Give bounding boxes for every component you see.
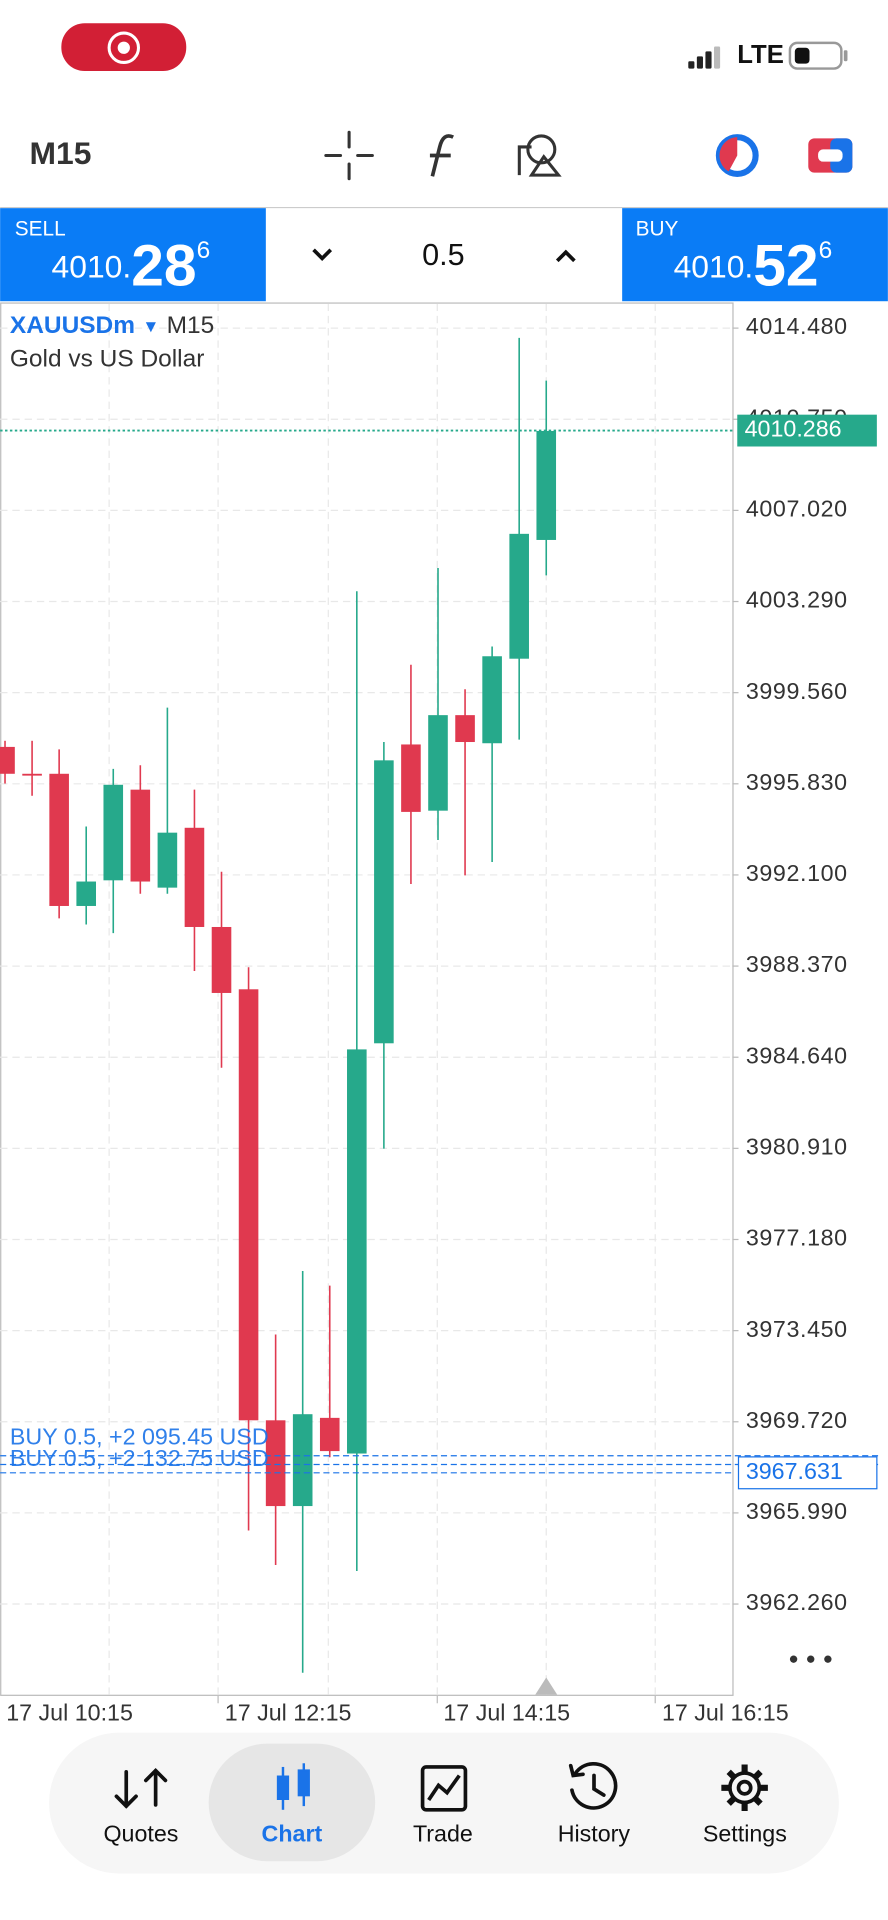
quotes-icon <box>114 1768 168 1809</box>
y-tick-label: 3977.180 <box>746 1225 848 1251</box>
battery-level <box>794 47 810 64</box>
bid-label: 3967.631 <box>746 1458 843 1484</box>
current-price-box <box>737 414 877 447</box>
nav-label[interactable]: Trade <box>413 1821 473 1847</box>
chart-icon <box>276 1763 310 1810</box>
candle-body <box>536 430 557 540</box>
crosshair-icon[interactable] <box>324 130 374 181</box>
timeframe[interactable]: M15 <box>30 135 92 171</box>
chart: 4014.4804010.7504007.0204003.2903999.560… <box>0 303 880 1725</box>
chart-frame <box>0 302 734 1696</box>
x-tick-label: 17 Jul 16:15 <box>662 1699 789 1725</box>
position-label: BUY 0.5, +2 132.75 USD <box>10 1445 269 1471</box>
candle-body <box>211 926 232 993</box>
y-tick-label: 3988.370 <box>746 951 848 977</box>
y-tick-label: 4007.020 <box>746 496 848 522</box>
symbol-name: XAUUSDm <box>10 312 135 339</box>
volume: 0.5 <box>422 238 465 272</box>
y-tick-label: 3999.560 <box>746 678 848 704</box>
candle-body <box>103 784 124 881</box>
y-tick-label: 3995.830 <box>746 769 848 795</box>
network: LTE <box>737 41 784 69</box>
settings-icon <box>721 1764 768 1812</box>
scroll-marker <box>535 1677 558 1695</box>
buy-price-prefix: 4010. <box>674 249 754 285</box>
y-tick-label: 3992.100 <box>746 860 848 886</box>
nav: Quotes Chart Trade History Settings <box>103 1743 787 1862</box>
sell-button[interactable] <box>0 208 266 302</box>
account-icon-part <box>719 137 738 172</box>
signal <box>688 46 721 69</box>
nav-label[interactable]: Chart <box>262 1821 323 1847</box>
x-tick-label: 17 Jul 12:15 <box>225 1699 352 1725</box>
candle-body <box>157 832 178 888</box>
sell-label: SELL <box>15 218 66 241</box>
buy-label: BUY <box>636 218 679 241</box>
current-price-label: 4010.286 <box>745 416 842 442</box>
battery-tip <box>843 50 848 62</box>
candle-body <box>374 760 394 1044</box>
candle-body <box>22 773 42 776</box>
sell-price-prefix: 4010. <box>52 249 132 285</box>
candle-body <box>482 656 502 744</box>
sell-price: 4010.286 <box>52 233 211 298</box>
candle-body <box>238 989 259 1421</box>
x-tick-label: 17 Jul 10:15 <box>6 1699 133 1725</box>
candle-body <box>428 715 448 811</box>
buy-price-big: 52 <box>753 233 818 298</box>
x-tick-label: 17 Jul 14:15 <box>443 1699 570 1725</box>
record-icon <box>107 31 141 64</box>
candle-body <box>0 746 15 774</box>
bid-label-box <box>737 1456 878 1490</box>
trade-icon-part <box>818 149 843 162</box>
buy-price-sup: 6 <box>819 238 833 265</box>
symbol-arrow: ▼ <box>142 315 159 335</box>
candle-body <box>319 1417 340 1452</box>
buy-price: 4010.526 <box>674 233 833 298</box>
sell-price-sup: 6 <box>197 238 211 265</box>
record-dot <box>117 41 130 54</box>
candle-body <box>401 744 421 812</box>
sell-price-big: 28 <box>131 233 196 298</box>
objects-icon[interactable] <box>517 134 562 177</box>
y-tick-label: 3962.260 <box>746 1589 848 1615</box>
indicator-icon[interactable] <box>429 134 455 177</box>
candle-body <box>265 1420 286 1507</box>
y-tick-label: 3973.450 <box>746 1316 848 1342</box>
candle-body <box>455 715 475 743</box>
candle-body <box>347 1049 367 1454</box>
candle-body <box>184 827 205 927</box>
nav-label[interactable]: Quotes <box>103 1821 178 1847</box>
volume-down[interactable] <box>312 248 333 261</box>
y-tick-label: 3980.910 <box>746 1133 848 1159</box>
history-icon <box>568 1762 618 1810</box>
nav-active-pill <box>208 1743 376 1862</box>
nav-label[interactable]: History <box>558 1821 631 1847</box>
position-label: BUY 0.5, +2 095.45 USD <box>10 1424 269 1450</box>
nav-label[interactable]: Settings <box>703 1821 787 1847</box>
buy-button[interactable] <box>622 208 888 302</box>
y-tick-label: 3965.990 <box>746 1498 848 1524</box>
candle-body <box>292 1414 313 1507</box>
trade-nav-icon <box>420 1765 468 1812</box>
nav-bar <box>49 1732 839 1874</box>
more-icon[interactable] <box>789 1655 832 1663</box>
candle-body <box>130 789 151 882</box>
battery <box>788 41 843 70</box>
y-tick-label: 4003.290 <box>746 587 848 613</box>
y-tick-label: 3984.640 <box>746 1042 848 1068</box>
description: Gold vs US Dollar <box>10 345 204 372</box>
candle-body <box>509 533 529 659</box>
volume-up[interactable] <box>555 249 576 263</box>
chart-timeframe: M15 <box>167 312 215 339</box>
y-tick-label: 4014.480 <box>746 313 848 339</box>
y-tick-label: 3969.720 <box>746 1407 848 1433</box>
candle-body <box>76 881 96 906</box>
symbol: XAUUSDm ▼ M15 <box>10 312 214 339</box>
candle-body <box>49 773 69 906</box>
